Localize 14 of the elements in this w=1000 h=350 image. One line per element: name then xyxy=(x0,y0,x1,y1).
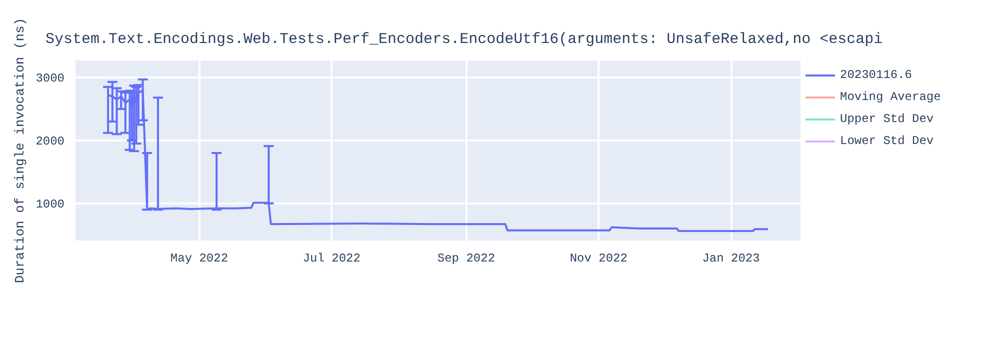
x-tick-label: Jan 2023 xyxy=(702,252,760,266)
y-tick-label: 1000 xyxy=(36,197,65,212)
legend-label: Lower Std Dev xyxy=(840,134,934,148)
x-tick-label: Nov 2022 xyxy=(570,252,628,266)
x-tick-label: May 2022 xyxy=(170,252,228,266)
legend-label: 20230116.6 xyxy=(840,68,912,82)
y-tick-label: 2000 xyxy=(36,134,65,148)
y-tick-label: 3000 xyxy=(36,71,65,86)
legend-label: Upper Std Dev xyxy=(840,112,934,126)
chart-title: System.Text.Encodings.Web.Tests.Perf_Encoders.EncodeUtf16(arguments: UnsafeRelaxed,no <escapi xyxy=(46,31,883,48)
x-tick-label: Sep 2022 xyxy=(437,252,496,266)
y-axis-title: Duration of single invocation (ns) xyxy=(12,18,28,284)
legend-label: Moving Average xyxy=(840,90,941,104)
x-tick-label: Jul 2022 xyxy=(302,252,360,266)
